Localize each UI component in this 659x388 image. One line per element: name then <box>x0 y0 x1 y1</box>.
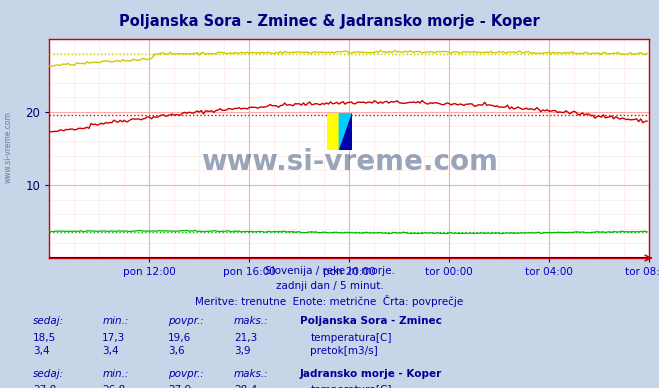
Text: www.si-vreme.com: www.si-vreme.com <box>201 147 498 175</box>
Text: maks.:: maks.: <box>234 316 269 326</box>
Text: povpr.:: povpr.: <box>168 316 204 326</box>
Text: maks.:: maks.: <box>234 369 269 379</box>
Text: Meritve: trenutne  Enote: metrične  Črta: povprečje: Meritve: trenutne Enote: metrične Črta: … <box>195 295 464 307</box>
Text: 18,5: 18,5 <box>33 333 56 343</box>
Text: 3,4: 3,4 <box>33 346 49 357</box>
Bar <box>327 113 339 151</box>
Polygon shape <box>339 113 352 151</box>
Text: Poljanska Sora - Zminec: Poljanska Sora - Zminec <box>300 316 442 326</box>
Text: Poljanska Sora - Zminec & Jadransko morje - Koper: Poljanska Sora - Zminec & Jadransko morj… <box>119 14 540 29</box>
Text: pretok[m3/s]: pretok[m3/s] <box>310 346 378 357</box>
Text: 27,8: 27,8 <box>33 385 56 388</box>
Text: sedaj:: sedaj: <box>33 369 64 379</box>
Text: temperatura[C]: temperatura[C] <box>310 385 392 388</box>
Text: temperatura[C]: temperatura[C] <box>310 333 392 343</box>
Text: povpr.:: povpr.: <box>168 369 204 379</box>
Text: min.:: min.: <box>102 316 129 326</box>
Text: 3,9: 3,9 <box>234 346 250 357</box>
Text: 19,6: 19,6 <box>168 333 191 343</box>
Text: 27,9: 27,9 <box>168 385 191 388</box>
Text: 28,4: 28,4 <box>234 385 257 388</box>
Text: Slovenija / reke in morje.: Slovenija / reke in morje. <box>264 266 395 276</box>
Text: sedaj:: sedaj: <box>33 316 64 326</box>
Text: 17,3: 17,3 <box>102 333 125 343</box>
Polygon shape <box>339 113 352 151</box>
Text: 26,8: 26,8 <box>102 385 125 388</box>
Text: 21,3: 21,3 <box>234 333 257 343</box>
Text: Jadransko morje - Koper: Jadransko morje - Koper <box>300 369 442 379</box>
Text: min.:: min.: <box>102 369 129 379</box>
Text: www.si-vreme.com: www.si-vreme.com <box>3 111 13 184</box>
Text: 3,6: 3,6 <box>168 346 185 357</box>
Text: 3,4: 3,4 <box>102 346 119 357</box>
Text: zadnji dan / 5 minut.: zadnji dan / 5 minut. <box>275 281 384 291</box>
